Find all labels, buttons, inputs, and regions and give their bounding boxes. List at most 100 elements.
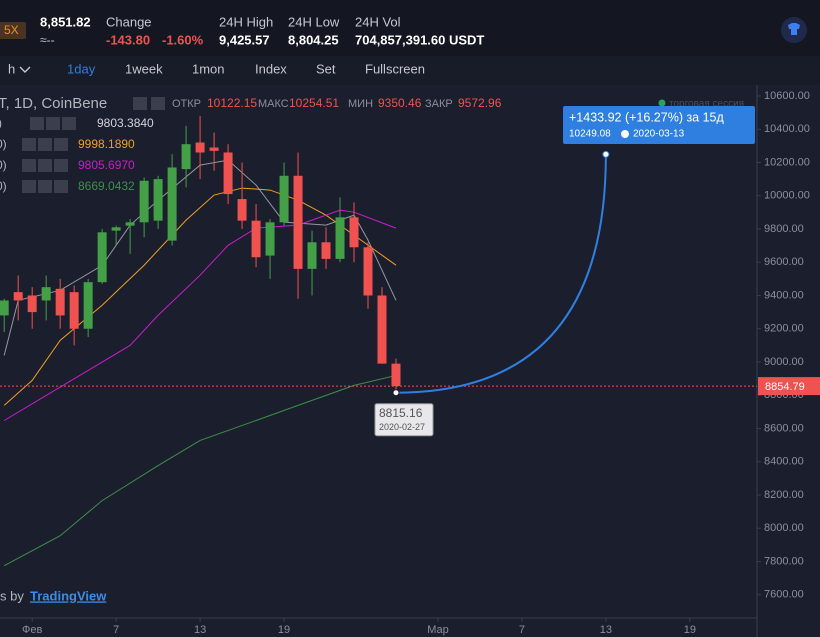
stat-label: 24H Vol [355,14,401,29]
plot-area [0,115,401,567]
candle-body [209,147,219,151]
candle-body [111,227,121,231]
projection-price: 10249.08 [569,129,611,140]
candle-body [349,217,359,248]
candle-body [321,242,331,259]
session-dot [658,99,666,107]
y-tick-label: 8400.00 [764,456,804,468]
legend-icons[interactable] [133,97,165,110]
stat-value: 9,425.57 [219,32,270,47]
candle-body [55,288,65,316]
price: 8,851.82 [40,14,91,29]
ohlc-label: МАКС [258,98,289,110]
projection-curve [395,154,607,394]
projection-box [563,106,755,144]
chevron[interactable] [19,66,31,73]
toolbar-item-active[interactable]: 1day [67,61,96,76]
y-tick-label: 8600.00 [764,422,804,434]
indicator-prefix: 0) [0,179,7,193]
ohlc-label: ЗАКР [425,98,453,110]
leverage[interactable]: 5X [4,23,19,37]
ohlc-value: 10122.15 [207,96,257,110]
leverage-badge[interactable] [0,22,26,39]
y-tick-label: 10200.00 [764,156,810,168]
toolbar-item[interactable]: Index [255,61,287,76]
x-tick-label: 7 [519,624,525,636]
x-tick-label: Фев [22,624,42,636]
indicator-icon[interactable] [46,117,60,130]
clock-icon [621,130,629,138]
indicator-value: 9998.1890 [78,137,135,151]
stat-label: Change [106,14,152,29]
y-tick-label: 9600.00 [764,256,804,268]
indicator-prefix: ) [0,116,2,130]
y-tick-label: 8000.00 [764,522,804,534]
candle-body [335,217,345,259]
y-tick-label: 9400.00 [764,289,804,301]
candle-body [0,300,9,316]
candle-body [41,287,51,301]
projection-start[interactable] [392,389,400,397]
indicator-value: 9803.3840 [97,116,154,130]
candle-body [27,295,37,313]
indicator-icon[interactable] [38,159,52,172]
indicator-icon[interactable] [54,138,68,151]
y-tick-label: 10600.00 [764,90,810,102]
watermark-link[interactable]: TradingView [30,588,107,603]
theme-icon[interactable] [788,23,800,35]
x-tick-label: 7 [113,624,119,636]
last-price-box [758,377,820,396]
y-tick-label: 9200.00 [764,323,804,335]
ohlc-value: 10254.51 [289,96,339,110]
y-tick-label: 10400.00 [764,123,810,135]
toolbar-item[interactable]: Fullscreen [365,61,425,76]
indicator-icon[interactable] [54,159,68,172]
candle-body [223,152,233,195]
y-tick-label: 7600.00 [764,589,804,601]
ohlc-label: ОТКР [172,98,201,110]
interval-menu[interactable]: h [8,61,15,76]
y-tick-label: 8200.00 [764,489,804,501]
candle-body [279,175,289,223]
indicator-icon[interactable] [22,159,36,172]
price-approx: ≈-- [40,33,55,47]
candle-body [251,220,261,258]
projection-text: +1433.92 (+16.27%) за 15д 10249.08 2020-03… [569,110,725,139]
y-tick-label: 9000.00 [764,356,804,368]
candle-body [139,180,149,223]
candle-body [195,142,205,153]
candle-body [363,247,373,296]
candle-body [97,232,107,283]
candle-body [125,222,135,226]
x-tick-label: 19 [684,624,696,636]
candle-body [153,179,163,221]
last-price-label: 8854.79 [765,381,805,393]
indicator-icon[interactable] [54,180,68,193]
indicator-icon[interactable] [22,138,36,151]
watermark: s by [0,588,24,603]
change-pct: -1.60% [162,32,204,47]
indicator-value: 9805.6970 [78,158,135,172]
indicator-icon[interactable] [30,117,44,130]
stat-value: 704,857,391.60 USDT [355,32,484,47]
candle-body [237,199,247,221]
candle-body [167,167,177,241]
projection-change: +1433.92 (+16.27%) за 15д [569,110,725,124]
indicator-icon[interactable] [38,180,52,193]
session: торговая сессия [669,99,744,110]
y-tick-label: 10000.00 [764,190,810,202]
toolbar-item[interactable]: 1week [125,61,163,76]
toolbar-item[interactable]: 1mon [192,61,225,76]
start-price: 8815.16 [379,406,423,420]
projection-end[interactable] [602,150,610,158]
indicator-icon[interactable] [22,180,36,193]
y-tick-label: 7800.00 [764,555,804,567]
indicator-icon[interactable] [38,138,52,151]
indicator-icon[interactable] [62,117,76,130]
toolbar-item[interactable]: Set [316,61,336,76]
ohlc-label: МИН [348,98,373,110]
stat-value: 8,804.25 [288,32,339,47]
ohlc-value: 9350.46 [378,96,422,110]
